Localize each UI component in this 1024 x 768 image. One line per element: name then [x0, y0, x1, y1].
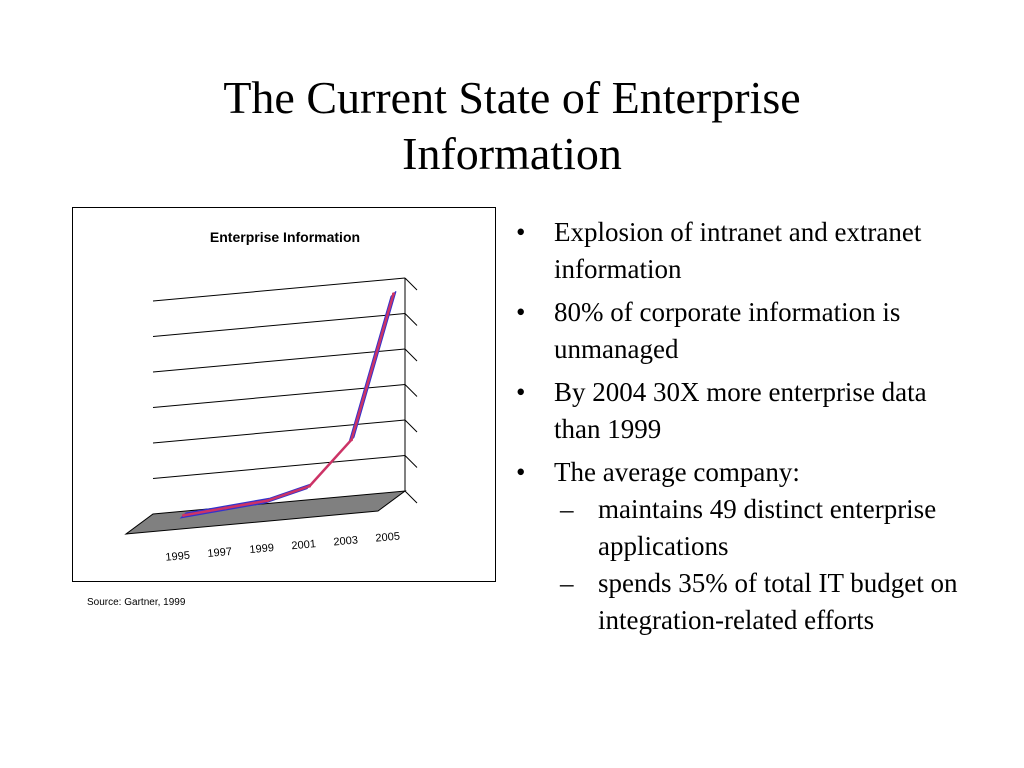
x-tick-label: 1997: [207, 546, 232, 560]
bullet-item: The average company: maintains 49 distinc…: [508, 454, 978, 639]
grid-depth-tick: [404, 313, 418, 326]
data-point: [392, 292, 395, 296]
bullet-text: By 2004 30X more enterprise data than 19…: [554, 377, 927, 444]
bullet-item: 80% of corporate information is unmanage…: [508, 294, 978, 368]
x-tick-label: 1999: [249, 542, 274, 556]
bullet-list: Explosion of intranet and extranet infor…: [508, 214, 978, 645]
x-tick-label: 2005: [375, 531, 400, 545]
data-point: [350, 438, 353, 442]
x-tick-label: 2001: [291, 538, 316, 552]
grid-depth-tick: [404, 348, 418, 362]
title-line-1: The Current State of Enterprise: [223, 72, 801, 123]
source-note: Source: Gartner, 1999: [87, 597, 186, 608]
bullet-text: Explosion of intranet and extranet infor…: [554, 217, 922, 284]
title-line-2: Information: [402, 128, 622, 179]
gridline: [152, 348, 406, 373]
chart-title: Enterprise Information: [210, 229, 360, 245]
sub-bullet-item: spends 35% of total IT budget on integra…: [554, 565, 978, 639]
data-point: [224, 506, 227, 510]
bullet-text: 80% of corporate information is unmanage…: [554, 297, 901, 364]
grid-depth-tick: [404, 419, 418, 433]
bullet-item: By 2004 30X more enterprise data than 19…: [508, 374, 978, 448]
x-tick-label: 1995: [165, 550, 190, 564]
bullet-text: The average company:: [554, 457, 800, 487]
sub-bullet-list: maintains 49 distinct enterprise applica…: [554, 491, 978, 639]
enterprise-information-chart: Enterprise Information 1995 1997 1999 2001 2…: [124, 229, 418, 564]
grid-depth-tick: [404, 384, 418, 397]
chart-frame: Enterprise Information 1995 1997 1999 2001 2…: [72, 207, 496, 582]
series-ribbon: [179, 291, 397, 519]
slide-title: The Current State of Enterprise Informat…: [0, 70, 1024, 182]
gridline: [152, 384, 406, 408]
data-point: [182, 513, 185, 517]
data-point: [266, 499, 269, 503]
series-line: [183, 293, 395, 517]
data-point: [308, 484, 311, 488]
gridline: [152, 419, 406, 444]
gridline: [152, 277, 406, 302]
sub-bullet-item: maintains 49 distinct enterprise applica…: [554, 491, 978, 565]
x-tick-label: 2003: [333, 534, 358, 548]
grid-depth-tick: [404, 455, 418, 468]
chart-floor: [124, 490, 407, 535]
grid-depth-tick: [404, 277, 418, 291]
grid-depth-tick: [404, 490, 418, 504]
gridline: [152, 313, 406, 337]
bullet-item: Explosion of intranet and extranet infor…: [508, 214, 978, 288]
gridline: [152, 455, 406, 479]
